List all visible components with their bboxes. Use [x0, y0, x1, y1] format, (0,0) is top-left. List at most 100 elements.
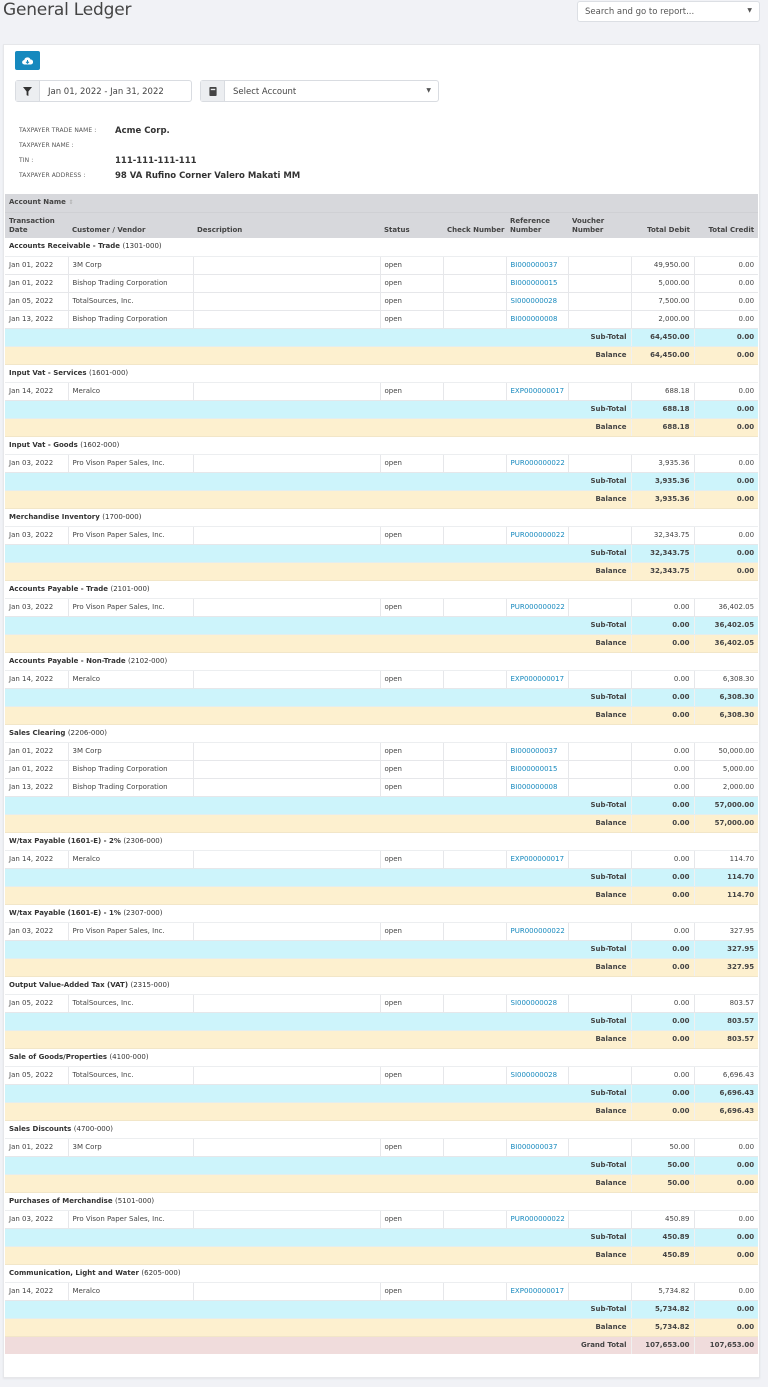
transaction-row: Jan 03, 2022 Pro Vison Paper Sales, Inc. o…: [5, 454, 759, 473]
balance-credit: 0.00: [693, 490, 759, 509]
reference-cell: PUR000000022: [506, 922, 569, 941]
total-credit: 114.70: [694, 850, 759, 869]
total-debit: 5,734.82: [631, 1282, 695, 1301]
reference-number-link[interactable]: BI000000015: [510, 278, 558, 287]
account-code: (2306-000): [123, 836, 163, 845]
description: [193, 1066, 381, 1085]
balance-label: Balance: [5, 634, 631, 653]
reference-cell: BI000000037: [506, 256, 569, 275]
reference-cell: PUR000000022: [506, 598, 569, 617]
subtotal-credit: 57,000.00: [693, 796, 759, 815]
account-name: Input Vat - Services: [9, 368, 87, 377]
account-title: Input Vat - Goods (1602-000): [5, 436, 759, 455]
status: open: [380, 382, 444, 401]
account-code: (1602-000): [80, 440, 120, 449]
transaction-row: Jan 01, 2022 3M Corp open BI000000037 50.00 0…: [5, 1138, 759, 1157]
balance-row: Balance 450.89 0.00: [5, 1246, 759, 1265]
customer-vendor: TotalSources, Inc.: [68, 994, 194, 1013]
reference-number-link[interactable]: SI000000028: [510, 1070, 558, 1079]
transaction-row: Jan 03, 2022 Pro Vison Paper Sales, Inc. o…: [5, 1210, 759, 1229]
export-button[interactable]: [15, 51, 40, 70]
subtotal-credit: 0.00: [693, 1300, 759, 1319]
reference-number-link[interactable]: BI000000037: [510, 746, 558, 755]
balance-debit: 450.89: [630, 1246, 694, 1265]
transaction-date: Jan 13, 2022: [5, 310, 69, 329]
account-select-value[interactable]: Select Account ▼: [225, 81, 438, 101]
total-debit: 0.00: [631, 778, 695, 797]
reference-number-link[interactable]: EXP000000017: [510, 386, 565, 395]
total-debit: 688.18: [631, 382, 695, 401]
check-number: [443, 1210, 507, 1229]
reference-number-link[interactable]: PUR000000022: [510, 530, 565, 539]
reference-number-link[interactable]: BI000000037: [510, 1142, 558, 1151]
subtotal-row: Sub-Total 32,343.75 0.00: [5, 544, 759, 563]
subtotal-debit: 3,935.36: [630, 472, 694, 491]
total-debit: 0.00: [631, 742, 695, 761]
account-name: Accounts Payable - Trade: [9, 584, 109, 593]
voucher-number: [568, 292, 632, 311]
account-name-sort-header[interactable]: Account Name ⇕: [5, 194, 759, 213]
reference-number-link[interactable]: EXP000000017: [510, 674, 565, 683]
reference-number-link[interactable]: BI000000037: [510, 260, 558, 269]
reference-number-link[interactable]: BI000000015: [510, 764, 558, 773]
subtotal-label: Sub-Total: [5, 328, 631, 347]
voucher-number: [568, 1138, 632, 1157]
reference-number-link[interactable]: SI000000028: [510, 296, 558, 305]
voucher-number: [568, 1282, 632, 1301]
subtotal-label: Sub-Total: [5, 616, 631, 635]
check-number: [443, 1066, 507, 1085]
transaction-row: Jan 14, 2022 Meralco open EXP000000017 688.1…: [5, 382, 759, 401]
balance-row: Balance 0.00 6,696.43: [5, 1102, 759, 1121]
check-number: [443, 850, 507, 869]
voucher-number: [568, 454, 632, 473]
reference-number-link[interactable]: SI000000028: [510, 998, 558, 1007]
account-group-row: Accounts Payable - Non-Trade (2102-000): [5, 652, 759, 671]
reference-number-link[interactable]: PUR000000022: [510, 1214, 565, 1223]
subtotal-debit: 0.00: [630, 868, 694, 887]
total-debit: 3,935.36: [631, 454, 695, 473]
reference-number-link[interactable]: PUR000000022: [510, 602, 565, 611]
balance-credit: 57,000.00: [693, 814, 759, 833]
total-debit: 0.00: [631, 598, 695, 617]
chevron-down-icon: ▼: [747, 7, 752, 14]
subtotal-credit: 803.57: [693, 1012, 759, 1031]
total-debit: 32,343.75: [631, 526, 695, 545]
report-search-select[interactable]: Search and go to report... ▼: [577, 1, 760, 22]
total-debit: 0.00: [631, 922, 695, 941]
subtotal-label: Sub-Total: [5, 940, 631, 959]
reference-number-link[interactable]: PUR000000022: [510, 926, 565, 935]
subtotal-row: Sub-Total 0.00 36,402.05: [5, 616, 759, 635]
report-search-placeholder: Search and go to report...: [585, 7, 695, 17]
account-name: Output Value-Added Tax (VAT): [9, 980, 129, 989]
col-voucher-number: Voucher Number: [568, 212, 631, 238]
subtotal-debit: 0.00: [630, 796, 694, 815]
transaction-date: Jan 03, 2022: [5, 922, 69, 941]
voucher-number: [568, 994, 632, 1013]
subtotal-label: Sub-Total: [5, 400, 631, 419]
subtotal-credit: 36,402.05: [693, 616, 759, 635]
date-range-value[interactable]: Jan 01, 2022 - Jan 31, 2022: [48, 87, 164, 97]
customer-vendor: Pro Vison Paper Sales, Inc.: [68, 922, 194, 941]
description: [193, 1282, 381, 1301]
balance-label: Balance: [5, 562, 631, 581]
reference-number-link[interactable]: PUR000000022: [510, 458, 565, 467]
customer-vendor: Meralco: [68, 382, 194, 401]
subtotal-debit: 0.00: [630, 688, 694, 707]
date-range-filter[interactable]: Jan 01, 2022 - Jan 31, 2022: [15, 80, 192, 102]
reference-number-link[interactable]: BI000000008: [510, 782, 558, 791]
transaction-row: Jan 03, 2022 Pro Vison Paper Sales, Inc. o…: [5, 922, 759, 941]
grand-total-credit: 107,653.00: [693, 1336, 759, 1354]
balance-credit: 327.95: [693, 958, 759, 977]
transaction-row: Jan 14, 2022 Meralco open EXP000000017 0.00 1…: [5, 850, 759, 869]
status: open: [380, 256, 444, 275]
account-code: (2307-000): [123, 908, 163, 917]
reference-number-link[interactable]: EXP000000017: [510, 1286, 565, 1295]
total-debit: 7,500.00: [631, 292, 695, 311]
account-select[interactable]: Select Account ▼: [200, 80, 439, 102]
balance-row: Balance 5,734.82 0.00: [5, 1318, 759, 1337]
total-debit: 5,000.00: [631, 274, 695, 293]
transaction-row: Jan 05, 2022 TotalSources, Inc. open SI0000…: [5, 1066, 759, 1085]
reference-number-link[interactable]: EXP000000017: [510, 854, 565, 863]
reference-number-link[interactable]: BI000000008: [510, 314, 558, 323]
balance-debit: 5,734.82: [630, 1318, 694, 1337]
